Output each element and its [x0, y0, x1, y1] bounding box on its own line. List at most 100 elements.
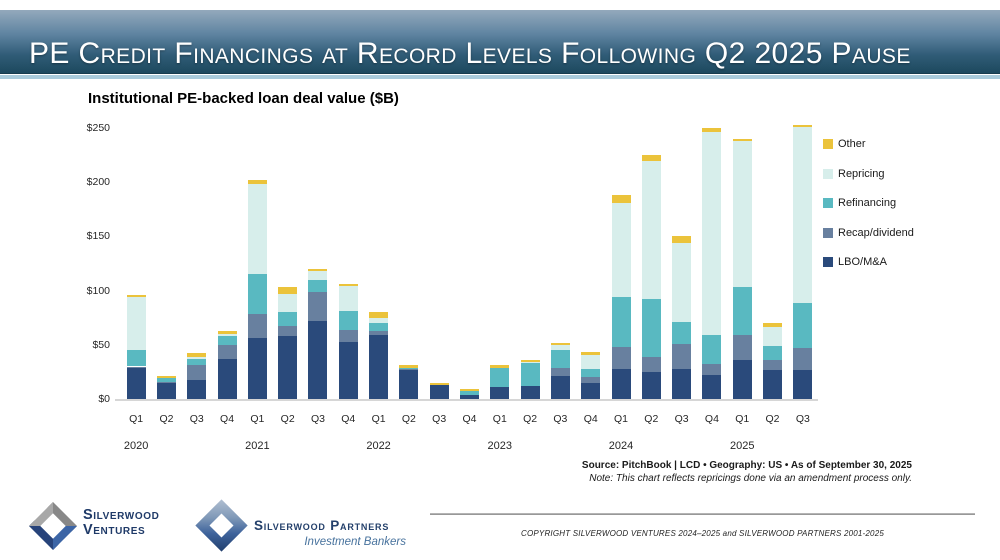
x-tick-label: Q2	[765, 413, 780, 425]
bar-segment-recap-dividend-q1-2024	[611, 346, 631, 369]
bar-segment-other-q1-2022	[369, 312, 389, 318]
bar-segment-recap-dividend-q1-2021	[247, 314, 267, 339]
x-tick-label: Q1	[250, 413, 265, 425]
bar-segment-repricing-q1-2022	[369, 317, 389, 324]
bar-segment-lbo-m-a-q1-2023	[490, 387, 510, 399]
bar-segment-lbo-m-a-q2-2023	[520, 386, 540, 399]
x-tick-label: Q3	[432, 413, 447, 425]
bar-segment-lbo-m-a-q3-2025	[793, 369, 813, 399]
bar-segment-recap-dividend-q2-2024	[641, 356, 661, 372]
bar-segment-lbo-m-a-q3-2020	[187, 379, 207, 399]
ventures-logo-line1: Silverwood	[83, 507, 160, 523]
bar-segment-refinancing-q3-2025	[793, 302, 813, 349]
partners-diamond-hole	[209, 513, 234, 538]
x-tick-label: Q2	[401, 413, 416, 425]
legend-swatch-icon	[823, 198, 833, 209]
bar-segment-lbo-m-a-q1-2025	[732, 359, 752, 399]
bar-segment-other-q4-2021	[338, 284, 358, 287]
x-tick-label: Q1	[735, 413, 750, 425]
bar-segment-repricing-q4-2020	[217, 333, 237, 337]
x-year-label: 2020	[123, 440, 149, 452]
bar-segment-refinancing-q4-2021	[338, 311, 358, 330]
bar-segment-lbo-m-a-q4-2024	[702, 375, 722, 399]
bar-segment-recap-dividend-q4-2021	[338, 329, 358, 342]
chart-source: Source: PitchBook | LCD • Geography: US …	[581, 460, 912, 471]
bar-segment-other-q4-2024	[702, 128, 722, 133]
x-year-label: 2021	[245, 440, 270, 452]
bar-segment-other-q3-2025	[793, 124, 813, 127]
legend-swatch-icon	[823, 257, 833, 268]
y-tick-label: $50	[92, 338, 110, 351]
bar-segment-refinancing-q2-2025	[763, 345, 783, 360]
chart-note: Note: This chart reflects repricings don…	[589, 473, 912, 484]
bar-segment-recap-dividend-q3-2024	[672, 343, 692, 369]
ventures-diamond-icon	[28, 501, 78, 551]
bar-segment-recap-dividend-q1-2022	[369, 330, 389, 336]
bar-segment-recap-dividend-q4-2023	[581, 377, 601, 383]
x-tick-label: Q2	[159, 413, 174, 425]
bar-segment-recap-dividend-q2-2022	[399, 368, 419, 370]
x-tick-label: Q3	[674, 413, 689, 425]
bar-segment-refinancing-q1-2025	[732, 287, 752, 336]
x-tick-label: Q3	[189, 413, 204, 425]
x-year-label: 2022	[366, 440, 391, 452]
bar-segment-refinancing-q2-2021	[278, 312, 298, 327]
bar-segment-repricing-q3-2025	[793, 126, 813, 303]
bar-segment-refinancing-q3-2020	[187, 358, 207, 366]
bar-segment-recap-dividend-q1-2025	[732, 335, 752, 360]
x-tick-label: Q3	[553, 413, 568, 425]
bar-segment-refinancing-q1-2023	[490, 367, 510, 388]
legend-label: Other	[838, 138, 866, 150]
ventures-logo-text: Silverwood Ventures	[83, 508, 159, 538]
bar-segment-recap-dividend-q3-2025	[793, 348, 813, 370]
bar-segment-repricing-q3-2021	[308, 271, 328, 280]
x-axis-line	[115, 399, 818, 401]
bar-segment-lbo-m-a-q4-2022	[460, 394, 479, 399]
partners-logo-name: Silverwood Partners	[254, 518, 390, 533]
x-year-label: 2024	[608, 440, 634, 452]
chart-title: Institutional PE-backed loan deal value …	[88, 90, 399, 107]
bar-segment-lbo-m-a-q4-2021	[338, 341, 358, 399]
bar-segment-refinancing-q4-2023	[581, 368, 601, 378]
x-tick-label: Q4	[462, 413, 477, 425]
bar-segment-other-q3-2021	[308, 268, 328, 272]
bar-segment-repricing-q2-2023	[520, 362, 540, 364]
y-tick-label: $0	[98, 393, 110, 405]
y-tick-label: $100	[86, 284, 110, 297]
bar-segment-repricing-q1-2025	[732, 141, 752, 288]
bar-segment-refinancing-q1-2021	[247, 274, 267, 315]
bar-segment-other-q2-2022	[399, 365, 419, 368]
x-tick-label: Q3	[310, 413, 325, 425]
bar-segment-lbo-m-a-q3-2022	[429, 384, 449, 399]
bar-segment-refinancing-q1-2024	[611, 297, 631, 347]
x-tick-label: Q4	[341, 413, 356, 425]
bar-segment-repricing-q2-2025	[763, 327, 783, 346]
bar-segment-refinancing-q4-2024	[702, 335, 722, 365]
bar-segment-recap-dividend-q4-2020	[217, 344, 237, 359]
x-tick-label: Q2	[523, 413, 538, 425]
bar-segment-refinancing-q3-2023	[550, 350, 570, 368]
x-tick-label: Q2	[280, 413, 295, 425]
bar-segment-repricing-q1-2020	[126, 297, 146, 351]
bar-segment-refinancing-q4-2022	[460, 391, 479, 395]
source-block: Source: PitchBook | LCD • Geography: US …	[480, 460, 912, 484]
bar-segment-repricing-q3-2023	[550, 344, 570, 351]
bar-segment-lbo-m-a-q3-2024	[672, 368, 692, 399]
bar-segment-other-q4-2022	[460, 389, 479, 392]
bar-segment-refinancing-q2-2024	[641, 299, 661, 357]
bar-segment-refinancing-q2-2022	[399, 367, 419, 369]
bar-segment-repricing-q1-2024	[611, 202, 631, 298]
bar-segment-lbo-m-a-q4-2020	[217, 358, 237, 399]
banner-underline	[0, 75, 1000, 79]
bar-segment-recap-dividend-q2-2021	[278, 326, 298, 337]
y-tick-label: $250	[86, 122, 110, 134]
bar-segment-other-q2-2023	[520, 360, 540, 363]
bar-segment-lbo-m-a-q1-2022	[369, 335, 389, 399]
x-tick-label: Q1	[371, 413, 386, 425]
x-tick-label: Q4	[704, 413, 719, 425]
bar-segment-other-q3-2022	[429, 382, 449, 385]
bar-segment-other-q1-2020	[126, 294, 146, 298]
bar-segment-refinancing-q1-2022	[369, 323, 389, 331]
bar-segment-lbo-m-a-q1-2020	[126, 367, 146, 399]
